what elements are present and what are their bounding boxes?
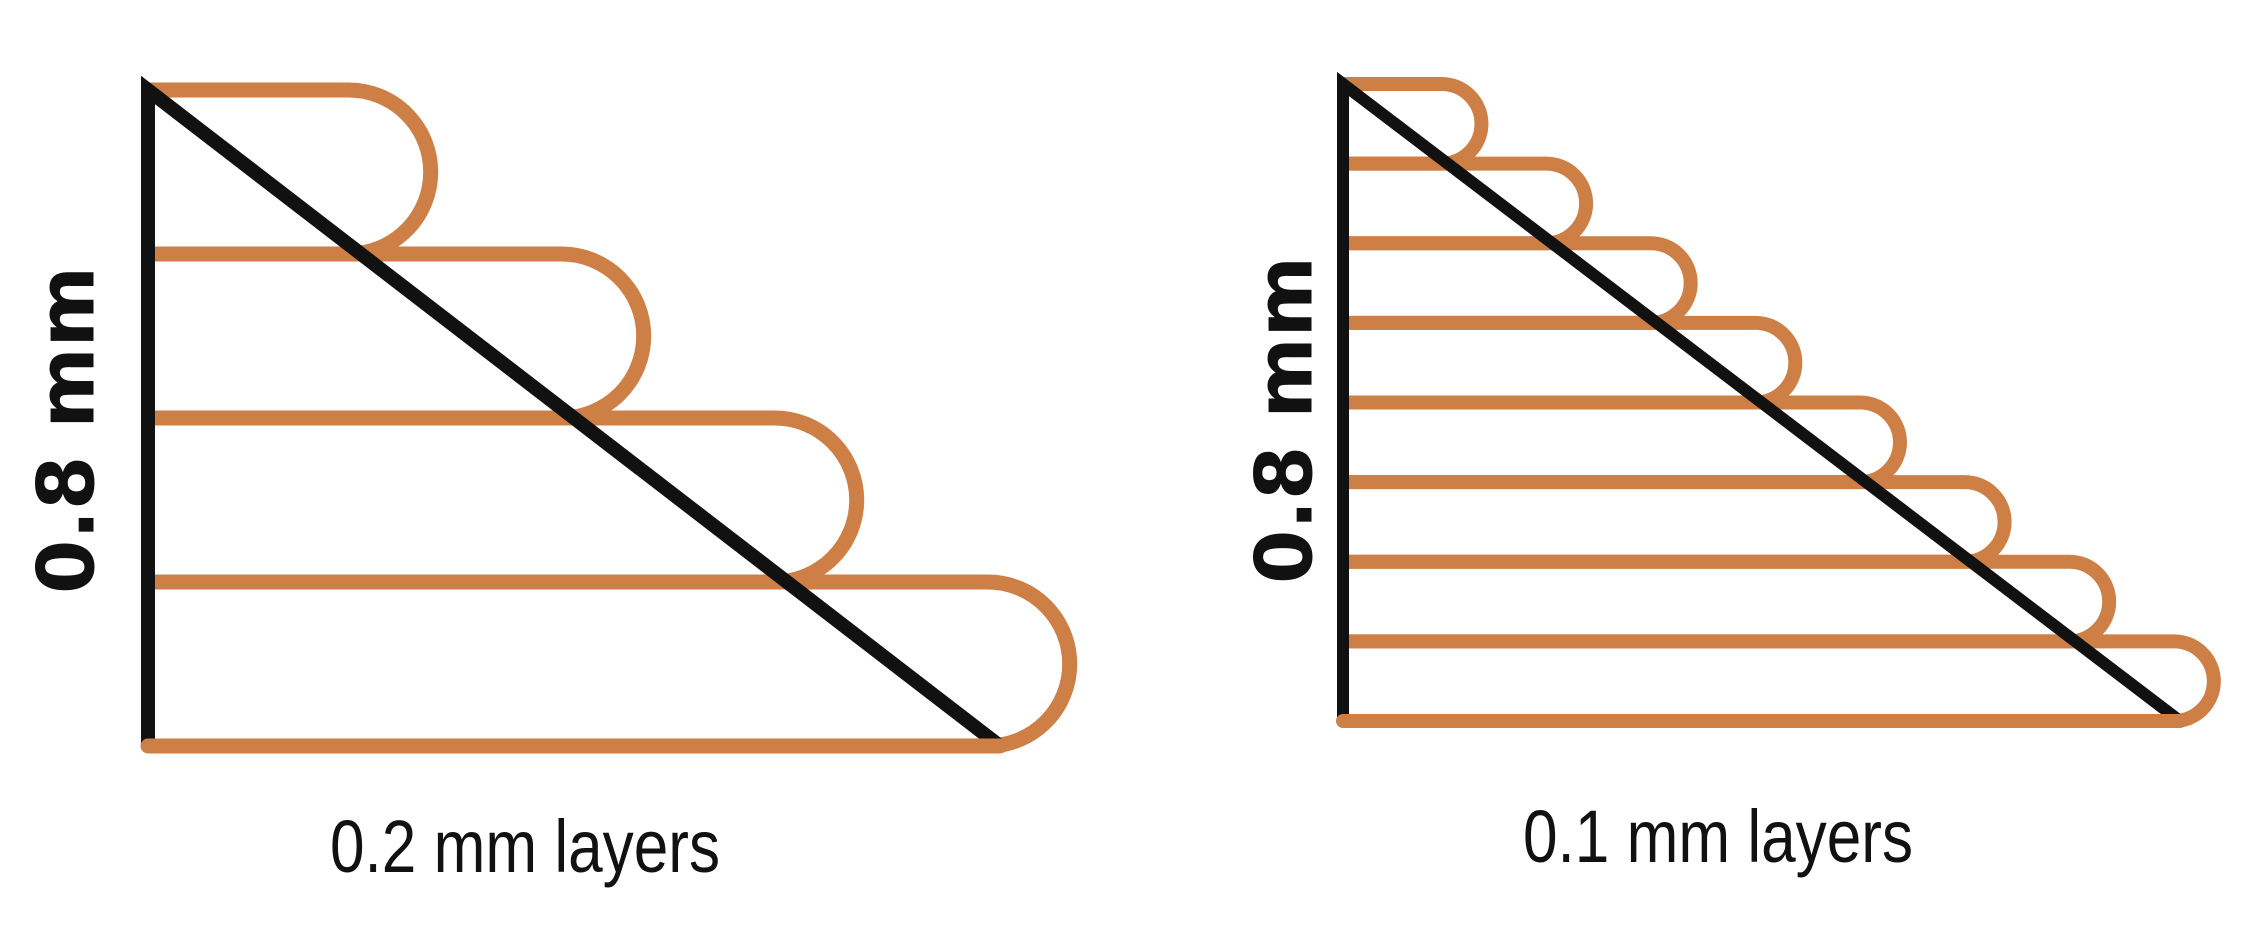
diagram-fine-layers: 0.8 mm 0.1 mm layers	[1240, 71, 2221, 878]
triangle-outline	[140, 75, 1008, 754]
layer-caption: 0.1 mm layers	[1523, 795, 1913, 878]
layer-profiles	[1343, 77, 2221, 728]
diagram-coarse-layers: 0.8 mm 0.2 mm layers	[22, 75, 1078, 888]
height-label: 0.8 mm	[1240, 256, 1330, 584]
layer-profile	[1343, 315, 1803, 410]
height-label: 0.8 mm	[22, 266, 112, 594]
layer-caption: 0.2 mm layers	[330, 805, 720, 888]
layer-profile	[1343, 634, 2221, 728]
layer-profiles	[148, 82, 1078, 754]
layer-profile	[148, 574, 1078, 754]
triangle-edge	[1337, 71, 2186, 727]
triangle-edge	[141, 75, 1007, 753]
triangle-outline	[1336, 71, 2187, 728]
layer-profile	[1343, 475, 2012, 569]
